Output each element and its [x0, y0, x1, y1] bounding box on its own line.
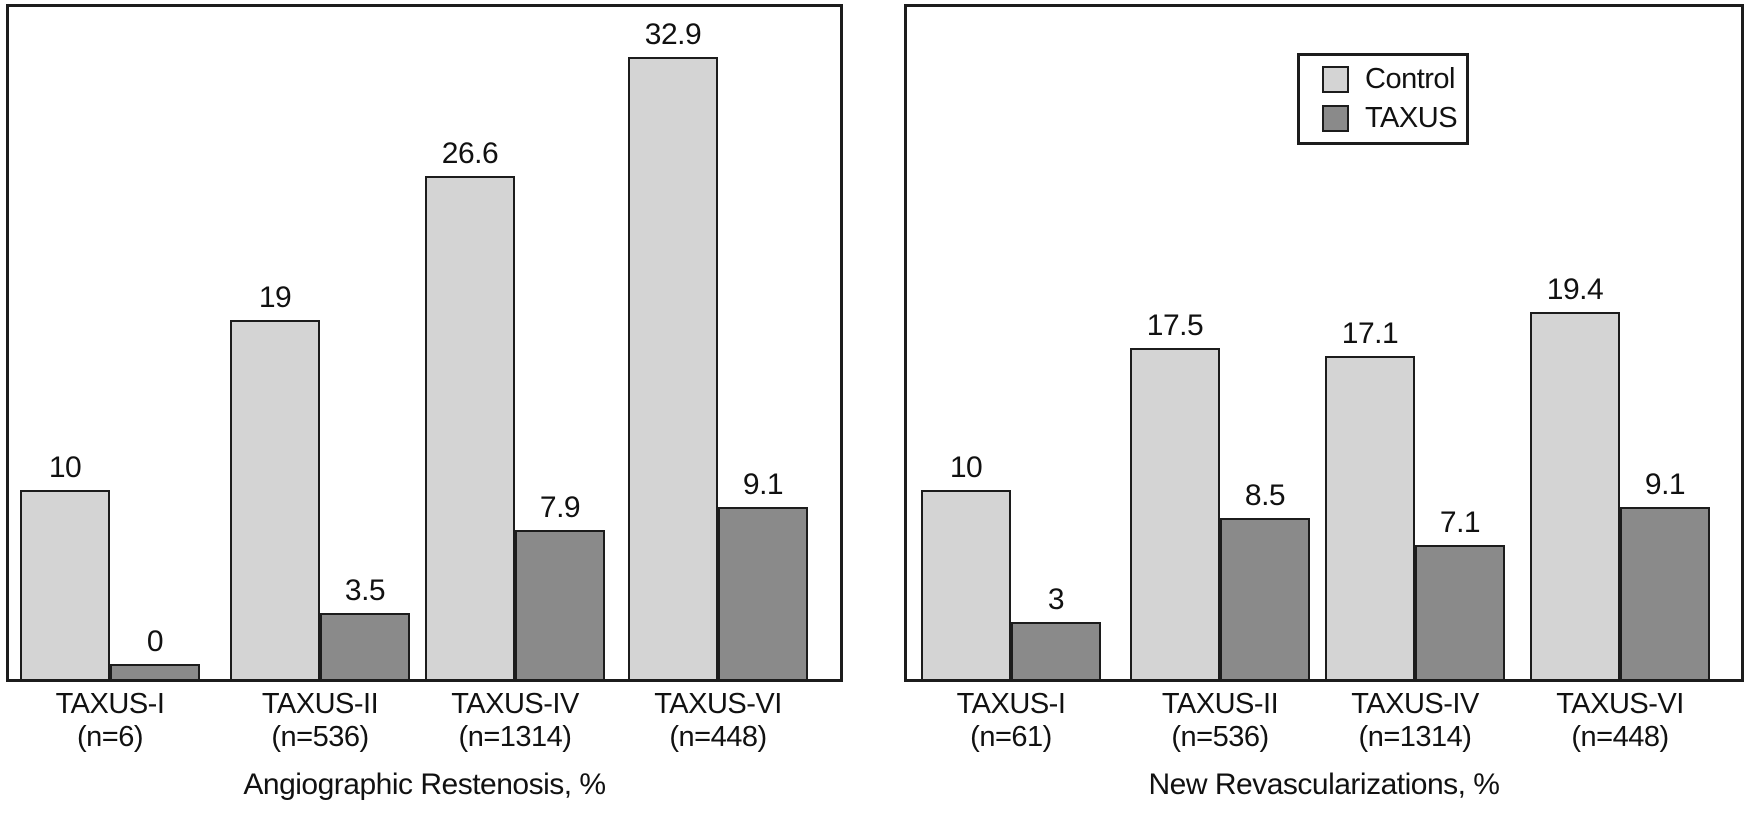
bar-control-taxus-ii [1130, 348, 1220, 679]
category-name: TAXUS-VI [1556, 688, 1684, 720]
bar-control-taxus-vi [628, 57, 718, 679]
bar-value-label-control-taxus-iv: 17.1 [1341, 317, 1399, 350]
category-name: TAXUS-II [1161, 688, 1279, 720]
panel-new-revascularizations: Control TAXUS 10 3 17.5 8.5 17.1 7.1 19.4 9.1 N… [904, 4, 1744, 824]
category-name: TAXUS-IV [1351, 688, 1479, 720]
bar-value-label-taxus-taxus-vi: 9.1 [1644, 468, 1686, 501]
legend-item-control: Control [1322, 63, 1466, 96]
bar-value-label-control-taxus-vi: 32.9 [644, 18, 702, 51]
bar-taxus-taxus-ii [320, 613, 410, 679]
category-label-taxus-iv: TAXUS-IV (n=1314) [1305, 688, 1525, 754]
plot-area-angiographic-restenosis: 10 0 19 3.5 26.6 7.9 32.9 9.1 [6, 4, 843, 682]
category-name: TAXUS-II [261, 688, 379, 720]
category-n-count: (n=536) [1171, 721, 1269, 753]
bar-value-label-taxus-taxus-i: 0 [146, 625, 164, 658]
bar-control-taxus-ii [230, 320, 320, 679]
bar-value-label-control-taxus-vi: 19.4 [1546, 273, 1604, 306]
bar-value-label-control-taxus-ii: 17.5 [1146, 309, 1204, 342]
category-n-count: (n=536) [271, 721, 369, 753]
bar-taxus-taxus-i [1011, 622, 1101, 679]
legend: Control TAXUS [1297, 53, 1469, 145]
category-label-taxus-ii: TAXUS-II (n=536) [1110, 688, 1330, 754]
bar-value-label-control-taxus-ii: 19 [258, 281, 292, 314]
category-n-count: (n=61) [970, 721, 1052, 753]
bar-value-label-control-taxus-i: 10 [949, 451, 983, 484]
legend-label-control: Control [1365, 62, 1456, 95]
taxus-swatch-icon [1322, 105, 1349, 133]
bar-taxus-taxus-i [110, 664, 200, 679]
axis-title-new-revascularizations: New Revascularizations, % [1148, 768, 1500, 801]
bar-taxus-taxus-iv [1415, 545, 1505, 679]
category-label-taxus-i: TAXUS-I (n=61) [901, 688, 1121, 754]
bar-control-taxus-iv [425, 176, 515, 679]
bar-value-label-control-taxus-i: 10 [48, 451, 82, 484]
bar-control-taxus-vi [1530, 312, 1620, 679]
bar-value-label-control-taxus-iv: 26.6 [441, 137, 499, 170]
category-name: TAXUS-I [55, 688, 165, 720]
legend-item-taxus: TAXUS [1322, 102, 1466, 135]
category-label-taxus-vi: TAXUS-VI (n=448) [608, 688, 828, 754]
bar-control-taxus-i [20, 490, 110, 679]
category-name: TAXUS-I [956, 688, 1066, 720]
control-swatch-icon [1322, 65, 1349, 93]
bar-value-label-taxus-taxus-ii: 3.5 [344, 574, 386, 607]
bar-value-label-taxus-taxus-iv: 7.1 [1439, 506, 1481, 539]
plot-area-new-revascularizations: Control TAXUS 10 3 17.5 8.5 17.1 7.1 19.4 9.1 [904, 4, 1744, 682]
panel-angiographic-restenosis: 10 0 19 3.5 26.6 7.9 32.9 9.1 Angiographic Rest… [6, 4, 843, 824]
bar-taxus-taxus-ii [1220, 518, 1310, 679]
bar-value-label-taxus-taxus-iv: 7.9 [539, 491, 581, 524]
category-label-taxus-ii: TAXUS-II (n=536) [210, 688, 430, 754]
category-label-taxus-i: TAXUS-I (n=6) [0, 688, 220, 754]
bar-taxus-taxus-iv [515, 530, 605, 679]
bar-taxus-taxus-vi [1620, 507, 1710, 679]
bar-value-label-taxus-taxus-ii: 8.5 [1244, 479, 1286, 512]
bar-value-label-taxus-taxus-i: 3 [1047, 583, 1065, 616]
bar-taxus-taxus-vi [718, 507, 808, 679]
category-n-count: (n=448) [1571, 721, 1669, 753]
category-n-count: (n=6) [76, 721, 144, 753]
bar-value-label-taxus-taxus-vi: 9.1 [742, 468, 784, 501]
legend-label-taxus: TAXUS [1365, 102, 1458, 135]
category-name: TAXUS-IV [451, 688, 579, 720]
bar-control-taxus-iv [1325, 356, 1415, 679]
category-name: TAXUS-VI [654, 688, 782, 720]
category-label-taxus-iv: TAXUS-IV (n=1314) [405, 688, 625, 754]
category-label-taxus-vi: TAXUS-VI (n=448) [1510, 688, 1730, 754]
bar-control-taxus-i [921, 490, 1011, 679]
category-n-count: (n=448) [669, 721, 767, 753]
axis-title-angiographic-restenosis: Angiographic Restenosis, % [243, 768, 606, 801]
category-n-count: (n=1314) [458, 721, 572, 753]
category-n-count: (n=1314) [1358, 721, 1472, 753]
